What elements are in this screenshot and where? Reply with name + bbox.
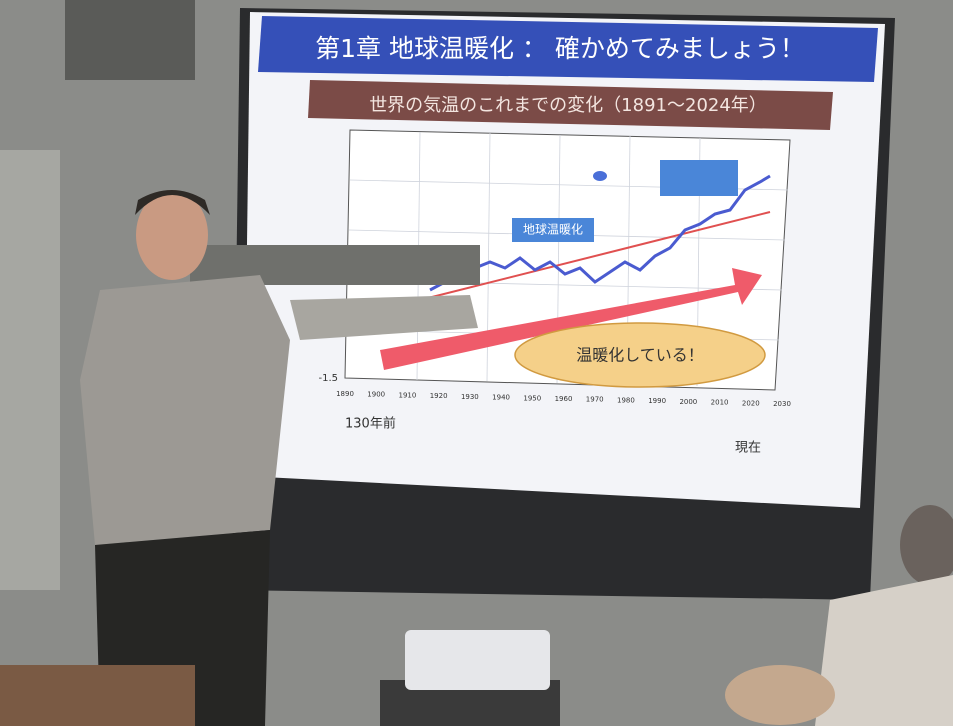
x-tick-label: 1960 xyxy=(555,395,573,403)
x-tick-label: 1990 xyxy=(648,397,666,405)
x-tick-label: 2020 xyxy=(742,399,760,407)
x-tick-label: 1950 xyxy=(523,394,541,402)
jacket xyxy=(80,275,290,545)
marker xyxy=(593,171,607,181)
page: {"slide": { "title": "第1章 地球温暖化 ： 確かめてみま… xyxy=(0,0,953,726)
projector xyxy=(405,630,550,690)
x-tick-label: 1910 xyxy=(399,391,417,399)
cloud-text: 温暖化している！ xyxy=(576,346,704,365)
note-left: 130年前 xyxy=(345,416,396,432)
x-tick-label: 2030 xyxy=(773,400,791,408)
x-tick-label: 2010 xyxy=(711,399,729,407)
x-tick-label: 1930 xyxy=(461,393,479,401)
x-tick-label: 2000 xyxy=(679,398,697,406)
slide-subtitle: 世界の気温のこれまでの変化（1891～2024年） xyxy=(369,95,767,116)
photo: 第1章 地球温暖化 ： 確かめてみましょう！ 世界の気温のこれまでの変化（189… xyxy=(0,0,953,726)
callout-text: 地球温暖化 xyxy=(523,223,583,237)
slide-title: 第1章 地球温暖化 ： 確かめてみましょう！ xyxy=(315,34,805,63)
desk xyxy=(0,665,195,726)
x-tick-label: 1940 xyxy=(492,394,510,402)
x-tick-label: 1970 xyxy=(586,396,604,404)
x-tick-label: 1980 xyxy=(617,396,635,404)
x-tick-label: 1890 xyxy=(336,390,354,398)
note-right: 現在 xyxy=(735,441,761,456)
x-tick-label: 1900 xyxy=(367,391,385,399)
callout-box-2 xyxy=(660,160,738,196)
y-tick-label: -1.5 xyxy=(318,373,338,384)
wall-panel xyxy=(0,150,60,590)
wall-vent xyxy=(65,0,195,80)
audience-hat xyxy=(725,665,835,725)
x-tick-label: 1920 xyxy=(430,392,448,400)
